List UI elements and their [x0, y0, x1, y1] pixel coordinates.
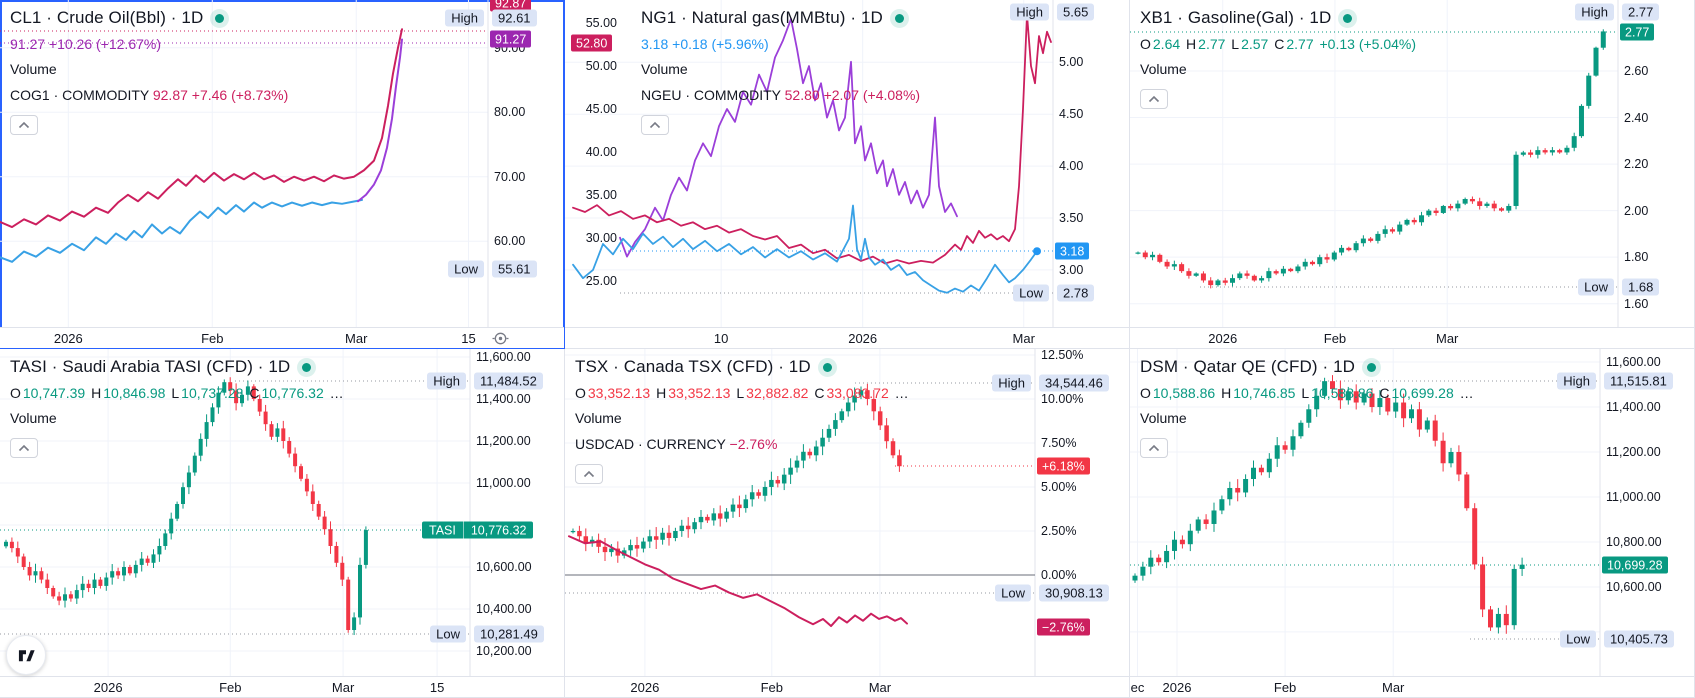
time-tick-label: Mar	[345, 331, 368, 346]
chart-panel-xb1[interactable]: 2.60 2.40 2.20 2.00 1.80 1.60 High 2.77 2.77 Low 1…	[1130, 0, 1695, 349]
time-tick-label: Mar	[1435, 331, 1459, 346]
legend-collapse-button[interactable]	[641, 115, 669, 135]
chevron-up-icon	[1148, 444, 1160, 452]
chevron-up-icon	[1148, 95, 1160, 103]
tasi-chart-canvas	[0, 349, 471, 676]
time-axis[interactable]: ec 2026 Feb Mar	[1130, 676, 1694, 697]
chart-panel-cl1[interactable]: 90.00 80.00 70.00 60.00 92.87 High 92.61 91.27 L…	[0, 0, 565, 349]
time-tick-label: 10	[713, 331, 729, 346]
TASI-candlestick-series	[4, 377, 368, 636]
price-axis[interactable]	[470, 349, 564, 676]
tradingview-logo[interactable]	[6, 635, 46, 675]
time-tick-label: Mar	[331, 680, 355, 695]
cl1-chart-canvas	[0, 0, 489, 327]
time-axis[interactable]: 10 2026 Mar	[565, 327, 1129, 348]
TSX-candlestick-series	[570, 383, 902, 563]
chart-panel-tsx[interactable]: 12.50% 10.00% 7.50% 5.00% 2.50% 0.00% High 34,5…	[565, 349, 1130, 698]
time-tick-label: 2026	[53, 331, 83, 346]
chevron-up-icon	[18, 444, 30, 452]
chevron-up-icon	[18, 121, 30, 129]
time-tick-label: Mar	[1381, 680, 1405, 695]
time-tick-label: ec	[1130, 680, 1145, 695]
price-axis[interactable]	[1600, 349, 1694, 676]
price-axis[interactable]	[1053, 0, 1129, 327]
time-tick-label: 2026	[1162, 680, 1192, 695]
time-axis[interactable]: 2026 Feb Mar 15	[0, 676, 564, 697]
legend-collapse-button[interactable]	[575, 464, 603, 484]
time-tick-label: Feb	[1273, 680, 1297, 695]
DSM-candlestick-series	[1132, 375, 1525, 634]
chart-panel-dsm[interactable]: 11,600.00 11,400.00 11,200.00 11,000.00 10,8…	[1130, 349, 1695, 698]
time-tick-label: 15	[429, 680, 445, 695]
time-axis[interactable]: 2026 Feb Mar	[565, 676, 1129, 697]
time-axis[interactable]: 2026 Feb Mar	[1130, 327, 1694, 348]
time-axis[interactable]: 2026 Feb Mar 15	[0, 327, 564, 348]
chevron-up-icon	[649, 121, 661, 129]
legend-collapse-button[interactable]	[10, 115, 38, 135]
legend-collapse-button[interactable]	[1140, 438, 1168, 458]
legend-collapse-button[interactable]	[10, 438, 38, 458]
line-series-NGEU	[572, 13, 1052, 265]
time-tick-label: 2026	[1208, 331, 1238, 346]
dsm-chart-canvas	[1130, 349, 1601, 676]
time-tick-label: Feb	[201, 331, 224, 346]
ng1-chart-canvas	[565, 0, 1054, 327]
last-value-dot	[1033, 247, 1041, 256]
time-tick-label: Feb	[1323, 331, 1347, 346]
time-tick-label: Feb	[760, 680, 783, 695]
XB1-candlestick-series	[1135, 29, 1606, 289]
line-series-CL1	[0, 198, 363, 263]
price-axis[interactable]	[1618, 0, 1694, 327]
line-series-USDCAD	[568, 535, 908, 628]
chart-panel-tasi[interactable]: 11,600.00 11,400.00 11,200.00 11,000.00 10,6…	[0, 349, 565, 698]
chart-panel-ng1[interactable]: 5.00 4.50 4.00 3.50 3.00 55.00 50.00 45.00 40.00…	[565, 0, 1130, 349]
price-axis[interactable]	[1035, 349, 1129, 676]
price-axis[interactable]	[488, 0, 564, 327]
line-series-CL1-spike	[357, 38, 403, 203]
tsx-chart-canvas	[565, 349, 1036, 676]
line-series-NGEU-hist	[619, 17, 958, 258]
time-tick-label: Feb	[219, 680, 242, 695]
time-tick-label: 2026	[93, 680, 123, 695]
time-tick-label: Mar	[868, 680, 892, 695]
xb1-chart-canvas	[1130, 0, 1619, 327]
time-tick-label: 2026	[630, 680, 660, 695]
line-series-NG1	[572, 204, 1038, 294]
time-tick-label: 15	[461, 331, 476, 346]
line-series-COG1	[0, 28, 403, 229]
time-settings-icon[interactable]	[492, 330, 509, 347]
time-tick-label: Mar	[1012, 331, 1035, 346]
chevron-up-icon	[583, 470, 595, 478]
legend-collapse-button[interactable]	[1140, 89, 1168, 109]
time-tick-label: 2026	[848, 331, 878, 346]
